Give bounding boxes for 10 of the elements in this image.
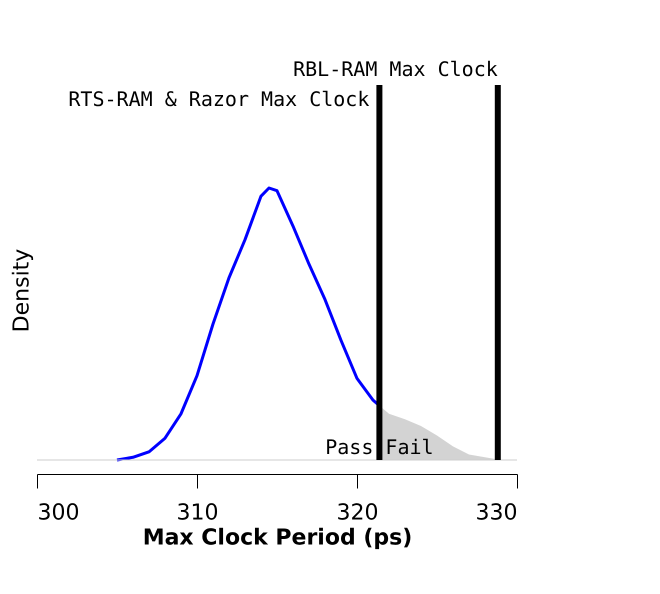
- x-tick-label: 300: [38, 500, 80, 526]
- x-tick-label: 320: [336, 500, 378, 526]
- x-tick-label: 330: [476, 500, 518, 526]
- annotation: Pass: [325, 435, 374, 459]
- x-tick-label: 310: [176, 500, 218, 526]
- ref-line-label: RTS-RAM & Razor Max Clock: [68, 87, 370, 111]
- y-axis-title: Density: [10, 248, 34, 332]
- ref-line-label: RBL-RAM Max Clock: [293, 57, 498, 81]
- annotation: Fail: [385, 435, 434, 459]
- x-axis-title: Max Clock Period (ps): [142, 526, 412, 550]
